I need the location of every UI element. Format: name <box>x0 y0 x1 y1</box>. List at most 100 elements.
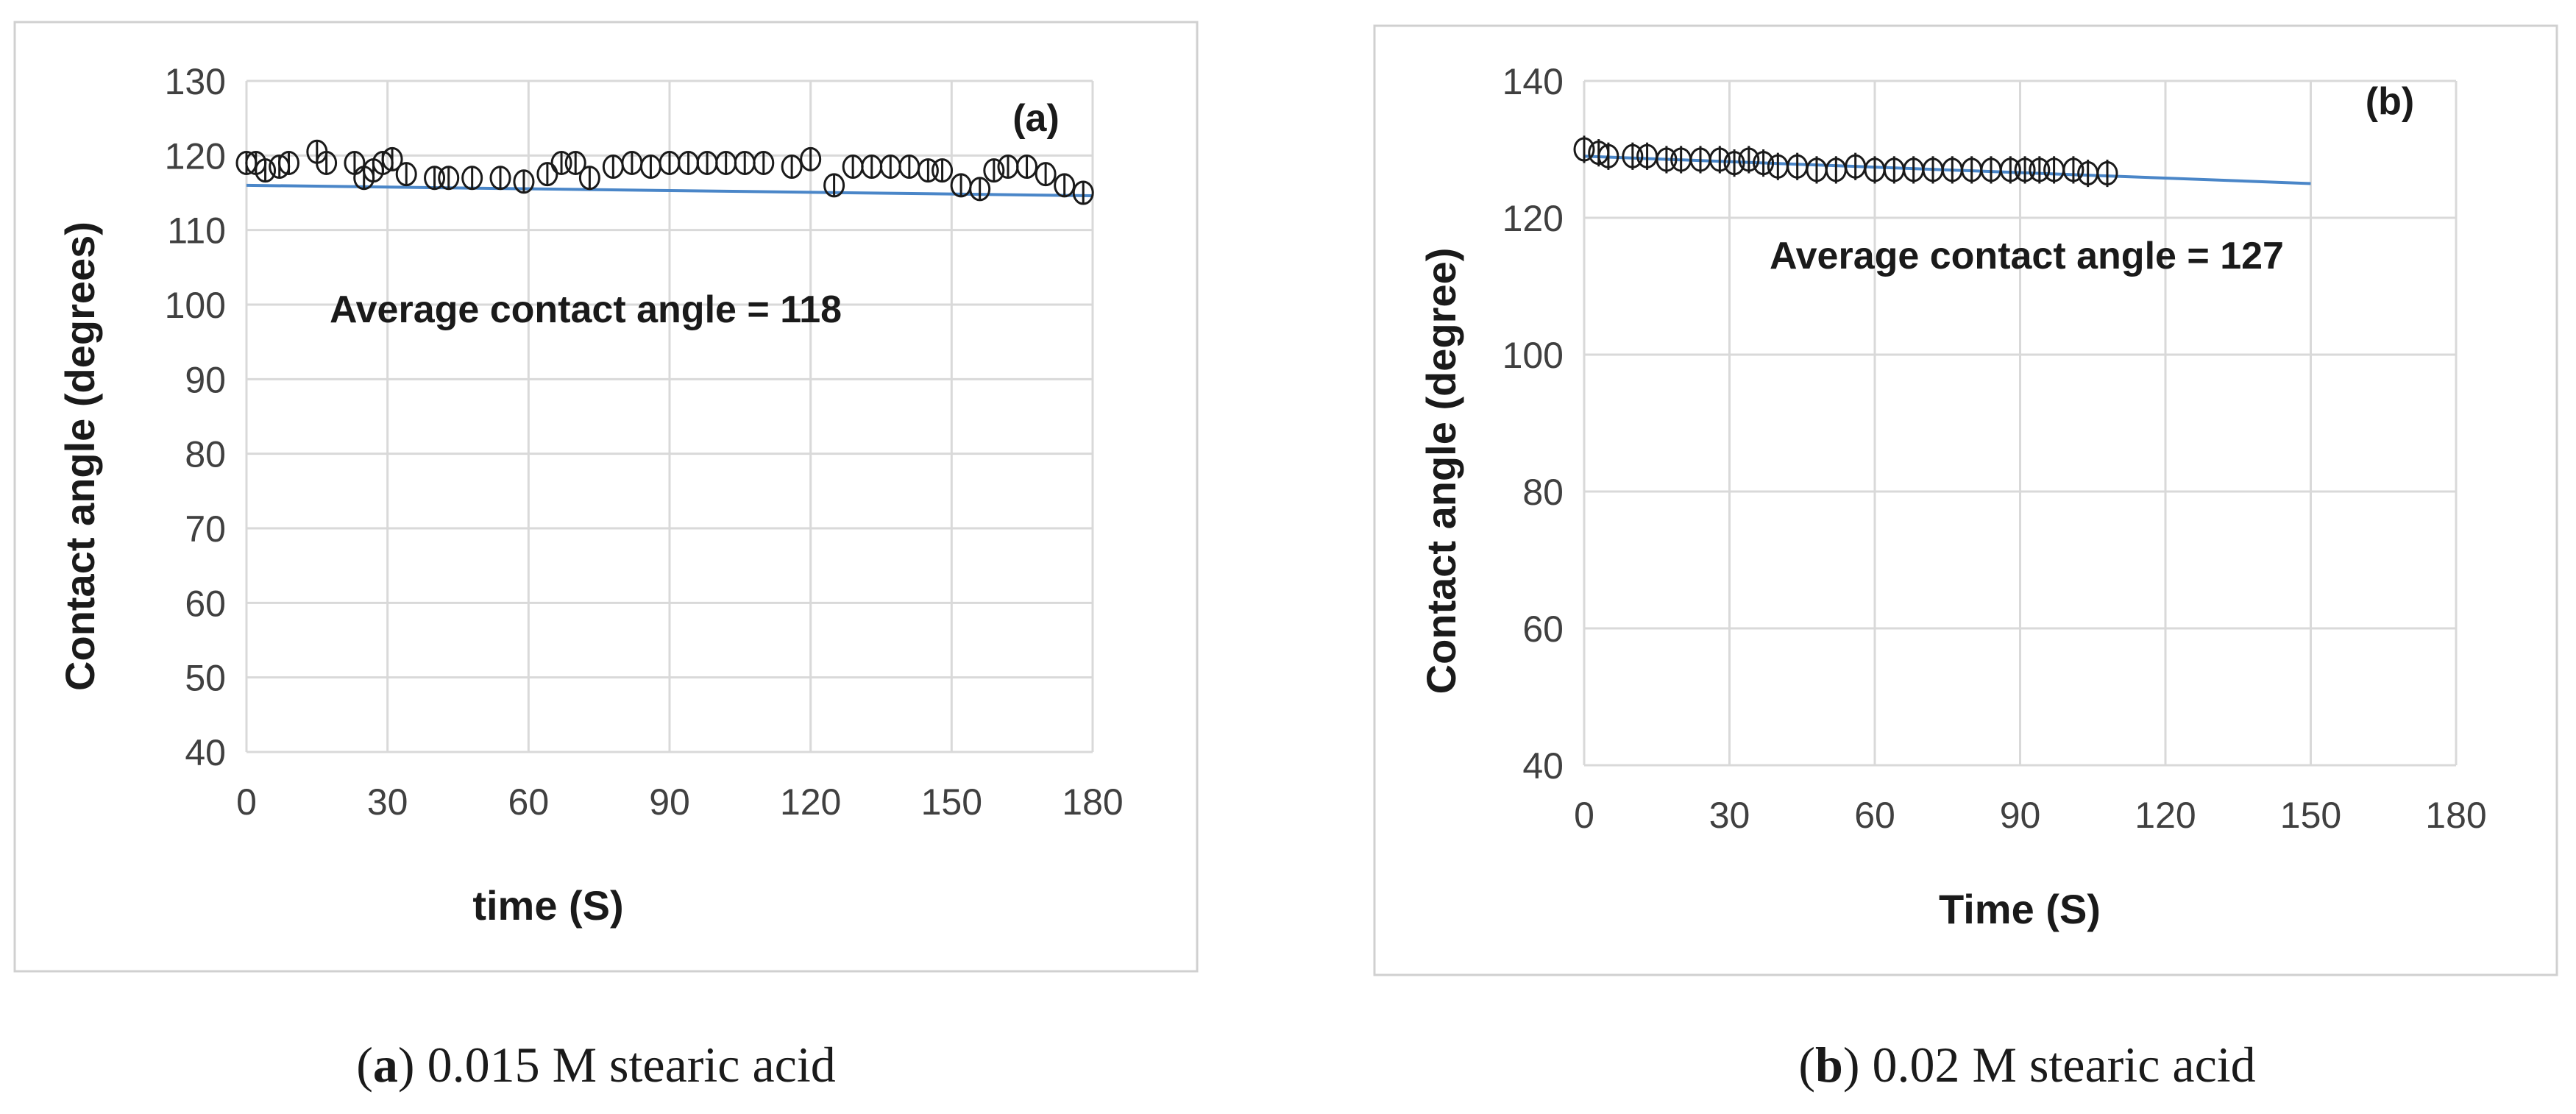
y-tick-labels-a: 40 50 60 70 80 90 100 110 120 130 <box>165 61 226 773</box>
chart-panel-a: 40 50 60 70 80 90 100 110 120 130 0 30 60 90 120 150 18… <box>13 21 1199 973</box>
point-marker <box>255 158 277 183</box>
data-point-b <box>2096 159 2118 188</box>
point-marker <box>2029 157 2051 182</box>
x-tick-label-a: 180 <box>1062 781 1123 823</box>
data-point-b <box>2029 156 2051 184</box>
point-marker <box>1622 143 1644 168</box>
data-points-a <box>235 139 1094 205</box>
data-point-a <box>983 158 1005 183</box>
y-tick-label-b: 40 <box>1522 745 1564 787</box>
x-tick-label-a: 60 <box>508 781 550 823</box>
data-point-a <box>381 146 403 171</box>
x-tick-label-b: 180 <box>2425 795 2486 836</box>
trendline-b <box>1583 155 2311 185</box>
point-marker <box>461 166 483 191</box>
point-marker <box>316 150 338 175</box>
data-point-a <box>489 166 511 191</box>
point-marker <box>969 177 991 202</box>
point-marker <box>550 150 572 175</box>
data-point-a <box>1072 180 1094 205</box>
y-tick-labels-b: 40 60 80 100 120 140 <box>1502 61 1564 787</box>
point-marker <box>513 169 535 194</box>
y-tick-label-a: 40 <box>185 732 226 773</box>
trendline-b <box>1583 155 2311 185</box>
data-point-b <box>1656 146 1678 174</box>
x-axis-title-b: Time (S) <box>1939 886 2101 932</box>
point-marker <box>2062 157 2084 182</box>
data-point-b <box>2062 156 2084 184</box>
point-marker <box>753 150 775 175</box>
point-marker <box>536 162 558 187</box>
caption-b-text: 0.02 M stearic acid <box>1872 1037 2255 1093</box>
caption-a: (a) 0.015 M stearic acid <box>356 1037 835 1093</box>
data-point-a <box>578 166 600 191</box>
y-axis-title-b: Contact angle (degree) <box>1418 248 1464 695</box>
data-point-a <box>781 155 803 180</box>
data-point-a <box>1054 173 1076 198</box>
data-point-a <box>536 162 558 187</box>
caption-a-tag: a <box>373 1037 398 1093</box>
point-marker <box>1016 155 1038 180</box>
annotation-a: Average contact angle = 118 <box>330 288 842 331</box>
data-point-a <box>969 177 991 202</box>
x-tick-label-b: 0 <box>1574 795 1594 836</box>
point-marker <box>1738 147 1760 172</box>
x-tick-label-a: 150 <box>921 781 982 823</box>
point-marker <box>1723 151 1745 176</box>
point-marker <box>1072 180 1094 205</box>
x-tick-label-a: 90 <box>649 781 690 823</box>
point-marker <box>917 158 939 183</box>
caption-a-text: 0.015 M stearic acid <box>427 1037 836 1093</box>
y-tick-label-a: 110 <box>167 210 226 252</box>
data-point-a <box>316 150 338 175</box>
y-tick-label-b: 120 <box>1502 198 1564 239</box>
point-marker <box>381 146 403 171</box>
x-tick-labels-a: 0 30 60 90 120 150 180 <box>236 781 1124 823</box>
data-point-a <box>278 150 299 175</box>
x-tick-label-b: 150 <box>2280 795 2341 836</box>
point-marker <box>1709 147 1731 172</box>
y-tick-label-a: 80 <box>185 434 226 475</box>
y-tick-label-a: 90 <box>185 359 226 400</box>
point-marker <box>424 166 446 191</box>
y-tick-label-b: 80 <box>1522 472 1564 513</box>
data-point-a <box>823 173 845 198</box>
data-point-a <box>800 146 822 171</box>
gridlines-b <box>1583 79 2458 767</box>
data-point-a <box>932 158 954 183</box>
data-point-a <box>461 166 483 191</box>
x-tick-label-a: 30 <box>367 781 408 823</box>
x-tick-label-b: 30 <box>1709 795 1750 836</box>
trendline-a <box>246 183 1093 198</box>
chart-frame-b <box>1373 24 2558 976</box>
data-point-a <box>753 150 775 175</box>
data-point-b <box>1753 149 1775 177</box>
point-marker <box>1035 162 1057 187</box>
point-marker <box>489 166 511 191</box>
point-marker <box>578 166 600 191</box>
data-point-a <box>564 150 586 175</box>
y-axis-title-a: Contact angle (degrees) <box>57 221 103 691</box>
x-tick-label-b: 90 <box>2000 795 2041 836</box>
data-point-b <box>1573 135 1595 163</box>
data-point-a <box>1016 155 1038 180</box>
data-point-a <box>395 162 417 187</box>
data-point-b <box>1999 156 2021 184</box>
data-point-b <box>1723 149 1745 177</box>
data-point-a <box>917 158 939 183</box>
data-point-b <box>1597 142 1619 170</box>
point-marker <box>932 158 954 183</box>
point-marker <box>278 150 299 175</box>
point-marker <box>1054 173 1076 198</box>
y-tick-label-b: 60 <box>1522 609 1564 650</box>
trendline-a <box>246 183 1093 198</box>
data-points-b <box>1573 135 2118 188</box>
point-marker <box>800 146 822 171</box>
x-tick-label-a: 0 <box>236 781 257 823</box>
annotation-b: Average contact angle = 127 <box>1770 235 2284 277</box>
y-tick-label-b: 140 <box>1502 61 1564 102</box>
x-tick-labels-b: 0 30 60 90 120 150 180 <box>1574 795 2487 836</box>
data-point-b <box>1709 146 1731 174</box>
y-tick-label-a: 50 <box>185 658 226 699</box>
